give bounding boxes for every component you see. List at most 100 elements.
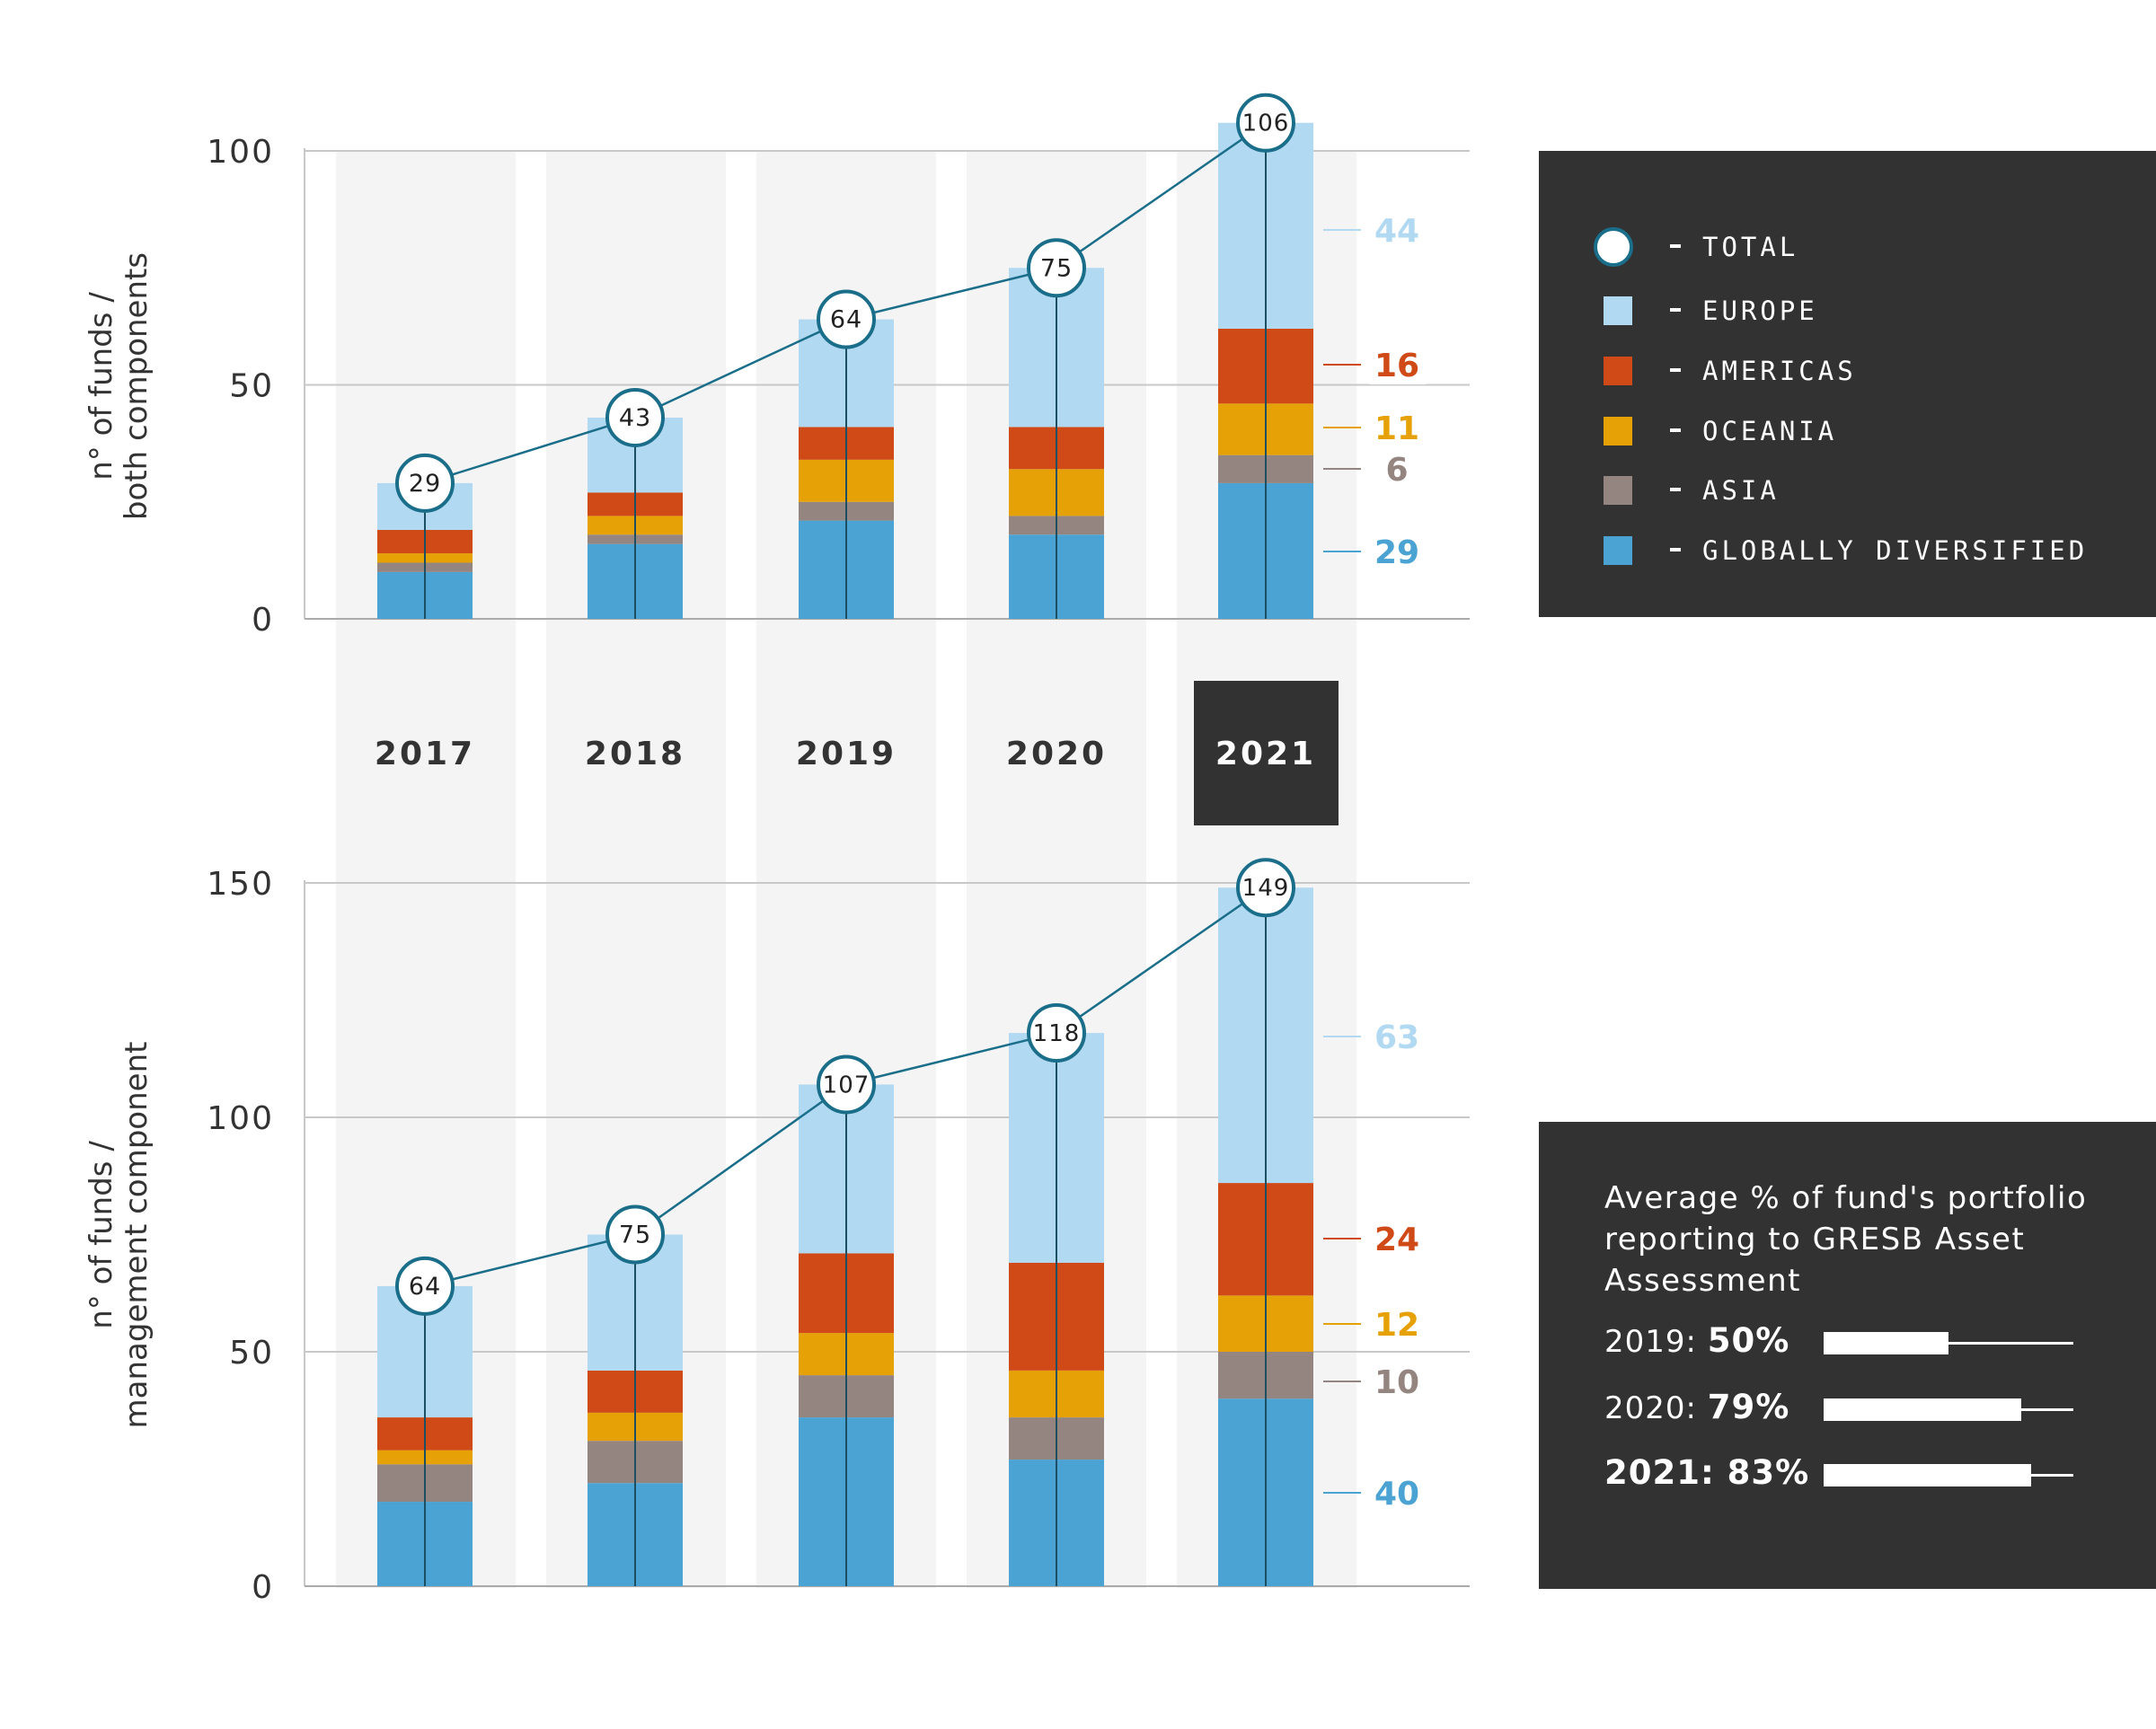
portfolio-stats-panel: Average % of fund's portfolio reporting … [1539,1122,2156,1589]
top-total-marker-2017 [395,453,455,513]
top-ytick-0: 0 [252,602,274,639]
chart-both-components: 0 50 100 44 16 11 6 29 29 43 64 75 106 [207,93,1470,639]
legend-item-americas: AMERICAS [1539,348,2156,393]
y-axis-title-bottom-line1: n° of funds / [84,1141,119,1329]
bottom-annotation-bg-2 [1370,1302,1426,1344]
legend-item-europe: EUROPE [1539,288,2156,333]
legend-swatch-oceania [1604,417,1632,445]
bottom-total-marker-2017 [395,1256,455,1316]
top-ytick-50: 50 [229,368,274,405]
year-highlight-box [1194,681,1339,825]
stat-year: 2021: [1604,1453,1727,1492]
year-label-2018: 2018 [585,736,685,772]
legend-swatch-europe [1604,296,1632,325]
stat-year: 2019: [1604,1324,1708,1360]
legend-item-asia: ASIA [1539,468,2156,513]
legend-dash [1670,548,1681,551]
bottom-total-label-2018: 75 [619,1222,651,1249]
stat-year: 2020: [1604,1390,1708,1426]
stat-value: 83% [1727,1453,1810,1492]
top-total-marker-2021 [1236,93,1295,153]
stat-bar-fill [1824,1398,2021,1421]
bottom-total-marker-2019 [817,1054,876,1115]
top-total-marker-2018 [605,387,665,447]
legend-dash [1670,244,1681,248]
bottom-annotation-europe: 63 [1374,1019,1419,1056]
legend-dash [1670,428,1681,432]
bottom-annotation-bg-1 [1370,1217,1426,1258]
bottom-ytick-0: 0 [252,1569,274,1606]
legend-item-global: GLOBALLY DIVERSIFIED [1539,528,2156,573]
top-annotation-bg-1 [1370,343,1426,384]
bottom-annotation-americas: 24 [1374,1222,1419,1258]
bottom-ytick-100: 100 [207,1100,274,1137]
year-label-2019: 2019 [796,736,897,772]
top-total-label-2019: 64 [830,306,862,334]
legend-label-oceania: OCEANIA [1702,416,1838,446]
stat-bar-fill [1824,1332,1948,1354]
top-annotation-bg-0 [1370,208,1426,250]
year-label-2021: 2021 [1215,736,1316,772]
legend-swatch-asia [1604,476,1632,505]
stats-title: Average % of fund's portfolio reporting … [1604,1180,2088,1299]
top-total-label-2020: 75 [1040,254,1073,282]
bottom-total-marker-2020 [1027,1003,1086,1063]
legend-item-oceania: OCEANIA [1539,409,2156,454]
top-annotation-oceania: 11 [1374,410,1419,447]
y-axis-title-top-line2: both components [119,252,155,520]
top-total-marker-2019 [817,289,876,349]
legend-swatch-global [1604,536,1632,565]
chart-management-component: 0 50 100 150 63 24 12 10 40 64 75 107 118 149 [207,858,1470,1606]
bottom-annotation-oceania: 12 [1374,1307,1419,1344]
bottom-total-label-2021: 149 [1242,875,1290,902]
legend-item-total: TOTAL [1539,225,2156,269]
legend-panel: TOTAL EUROPE AMERICAS OCEANIA ASIA GLOBALLY D… [1539,151,2156,617]
bottom-annotation-bg-3 [1370,1360,1426,1401]
top-annotation-bg-2 [1370,406,1426,447]
legend-dash [1670,308,1681,312]
bottom-total-marker-2021 [1236,858,1295,918]
bottom-annotation-asia: 10 [1374,1364,1419,1401]
stat-value: 79% [1707,1388,1790,1426]
year-label-2017: 2017 [375,736,475,772]
top-annotation-europe: 44 [1374,213,1419,250]
stat-bar-track [1824,1342,2073,1345]
stat-label: 2021: 83% [1604,1453,1809,1492]
top-total-label-2018: 43 [619,404,651,432]
bottom-total-label-2020: 118 [1033,1020,1081,1047]
y-axis-title-top-line1: n° of funds / [84,292,119,481]
bottom-total-marker-2018 [605,1204,665,1265]
legend-label-global: GLOBALLY DIVERSIFIED [1702,535,2089,566]
stat-row-2020: 2020: 79% [1604,1388,2143,1433]
legend-swatch-americas [1604,357,1632,385]
bottom-annotation-bg-4 [1370,1471,1426,1513]
bottom-ytick-50: 50 [229,1335,274,1372]
legend-dash [1670,368,1681,372]
stat-value: 50% [1707,1321,1790,1360]
legend-label-europe: EUROPE [1702,296,1818,326]
top-total-label-2017: 29 [409,470,441,498]
bottom-annotation-globally-diversified: 40 [1374,1476,1419,1513]
top-annotation-globally-diversified: 29 [1374,534,1419,571]
bottom-annotation-bg-0 [1370,1015,1426,1056]
top-annotation-asia: 6 [1385,452,1408,489]
legend-total-circle-icon [1594,227,1633,267]
top-annotation-americas: 16 [1374,348,1419,384]
y-axis-title-bottom-line2: management component [119,1042,155,1429]
top-total-marker-2020 [1027,238,1086,298]
stat-bar-fill [1824,1464,2031,1486]
year-labels: 2017 2018 2019 2020 2021 [375,681,1339,825]
bottom-total-label-2017: 64 [409,1273,441,1301]
legend-label-americas: AMERICAS [1702,356,1857,386]
bottom-ytick-150: 150 [207,866,274,903]
legend-label-asia: ASIA [1702,475,1780,506]
top-annotation-bg-4 [1370,530,1426,571]
stat-row-2021: 2021: 83% [1604,1453,2143,1498]
stat-label: 2020: 79% [1604,1388,1789,1426]
legend-label-total: TOTAL [1702,232,1799,262]
top-total-label-2021: 106 [1242,110,1290,137]
top-annotation-bg-3 [1370,447,1426,489]
bottom-total-label-2019: 107 [823,1072,870,1098]
